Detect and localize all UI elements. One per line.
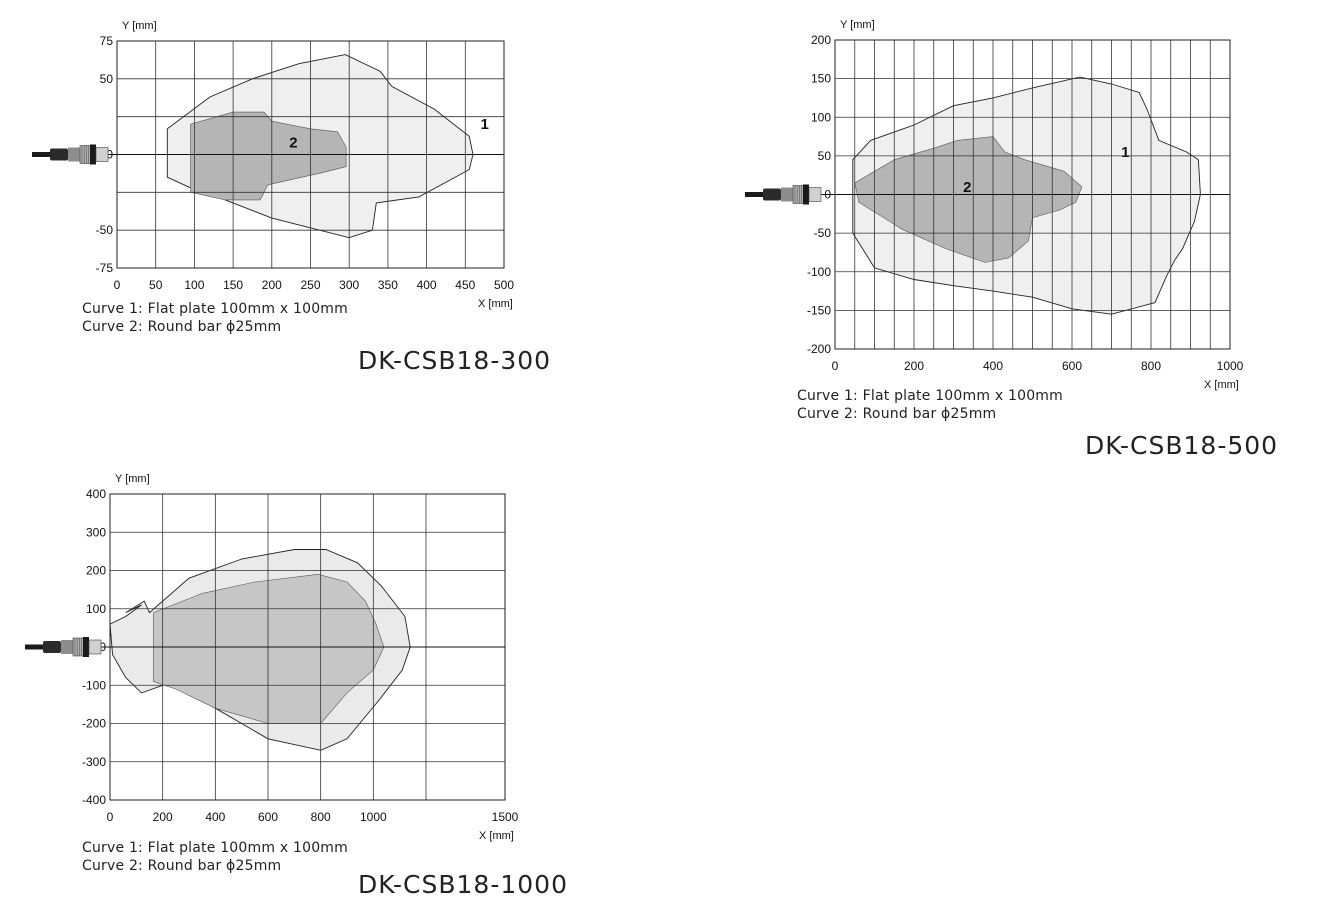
y-tick-label: -100 [82, 678, 106, 692]
x-tick-label: 50 [149, 278, 163, 292]
curve-number-label: 1 [1121, 144, 1129, 161]
y-tick-label: -200 [82, 717, 106, 731]
curve-note-1: Curve 1: Flat plate 100mm x 100mm [82, 840, 348, 856]
x-tick-label: 600 [1062, 359, 1082, 373]
y-tick-label: 300 [86, 525, 106, 539]
y-tick-label: -200 [807, 342, 831, 356]
x-tick-label: 450 [455, 278, 475, 292]
x-tick-label: 1000 [1217, 359, 1244, 373]
y-tick-label: -50 [814, 226, 832, 240]
y-tick-label: -100 [807, 265, 831, 279]
x-tick-label: 300 [339, 278, 359, 292]
y-tick-label: -300 [82, 755, 106, 769]
x-tick-label: 350 [378, 278, 398, 292]
sensor-icon [32, 144, 109, 165]
curve-notes: Curve 1: Flat plate 100mm x 100mm Curve … [797, 387, 1063, 423]
detection-curve-2 [854, 136, 1083, 263]
y-tick-label: 0 [106, 148, 113, 162]
y-tick-label: 0 [824, 188, 831, 202]
x-tick-label: 200 [904, 359, 924, 373]
curve-note-2: Curve 2: Round bar ϕ25mm [82, 858, 282, 874]
y-tick-label: 100 [811, 110, 831, 124]
y-axis-label: Y [mm] [115, 473, 150, 485]
x-tick-label: 500 [494, 278, 514, 292]
y-axis-label: Y [mm] [122, 20, 157, 32]
plot-dk-csb18-500: 0 200 400 600 800 1000 -200 -150 -100 -50 0 50 100 15… [745, 19, 1244, 391]
x-axis-label: X [mm] [479, 830, 514, 842]
y-tick-label: 50 [818, 149, 832, 163]
x-tick-label: 400 [417, 278, 437, 292]
x-tick-label: 0 [107, 810, 114, 824]
model-title: DK-CSB18-500 [1085, 431, 1279, 460]
x-tick-label: 1000 [360, 810, 387, 824]
curve-note-2: Curve 2: Round bar ϕ25mm [82, 319, 282, 335]
x-tick-label: 400 [983, 359, 1003, 373]
y-tick-label: 200 [86, 564, 106, 578]
sensor-icon [745, 184, 822, 205]
curve-note-1: Curve 1: Flat plate 100mm x 100mm [797, 388, 1063, 404]
y-axis-label: Y [mm] [840, 19, 875, 31]
curve-note-2: Curve 2: Round bar ϕ25mm [797, 406, 997, 422]
x-tick-label: 800 [311, 810, 331, 824]
x-tick-label: 800 [1141, 359, 1161, 373]
curve-number-label: 2 [289, 134, 297, 151]
detection-curve-2 [190, 111, 347, 201]
sensor-icon [25, 637, 102, 657]
chart-dk-csb18-1000: 0 200 400 600 800 1000 1500 -400 -300 -200 -100 0 10… [0, 460, 640, 916]
detection-curve-2 [153, 573, 385, 724]
x-axis-label: X [mm] [1204, 379, 1239, 391]
curve-notes: Curve 1: Flat plate 100mm x 100mm Curve … [82, 300, 348, 336]
y-tick-label: 150 [811, 72, 831, 86]
y-tick-label: 200 [811, 33, 831, 47]
y-tick-label: 75 [100, 34, 114, 48]
x-tick-label: 1500 [492, 810, 519, 824]
model-title: DK-CSB18-300 [358, 346, 552, 375]
y-tick-label: 100 [86, 602, 106, 616]
y-tick-label: -50 [96, 223, 114, 237]
curve-note-1: Curve 1: Flat plate 100mm x 100mm [82, 301, 348, 317]
model-title: DK-CSB18-1000 [358, 870, 568, 899]
x-tick-label: 600 [258, 810, 278, 824]
y-tick-label: 400 [86, 487, 106, 501]
x-tick-label: 200 [153, 810, 173, 824]
plot-dk-csb18-300: 0 50 100 150 200 250 300 350 400 450 500 -75 -50 0 50 7… [32, 20, 514, 310]
chart-dk-csb18-300: 0 50 100 150 200 250 300 350 400 450 500 -75 -50 0 50 7… [0, 0, 640, 400]
x-tick-label: 0 [832, 359, 839, 373]
curve-notes: Curve 1: Flat plate 100mm x 100mm Curve … [82, 839, 348, 875]
x-tick-label: 400 [205, 810, 225, 824]
x-tick-label: 100 [184, 278, 204, 292]
y-tick-label: -75 [96, 261, 114, 275]
y-tick-label: -400 [82, 793, 106, 807]
plot-dk-csb18-1000: 0 200 400 600 800 1000 1500 -400 -300 -200 -100 0 10… [25, 473, 519, 842]
chart-dk-csb18-500: 0 200 400 600 800 1000 -200 -150 -100 -50 0 50 100 15… [700, 0, 1318, 470]
y-tick-label: 0 [99, 640, 106, 654]
curve-number-label: 2 [963, 179, 971, 196]
x-tick-label: 0 [114, 278, 121, 292]
curve-number-label: 1 [480, 116, 488, 133]
y-tick-label: 50 [100, 72, 114, 86]
x-tick-label: 150 [223, 278, 243, 292]
x-tick-label: 250 [300, 278, 320, 292]
y-tick-label: -150 [807, 303, 831, 317]
x-axis-label: X [mm] [478, 298, 513, 310]
x-tick-label: 200 [262, 278, 282, 292]
